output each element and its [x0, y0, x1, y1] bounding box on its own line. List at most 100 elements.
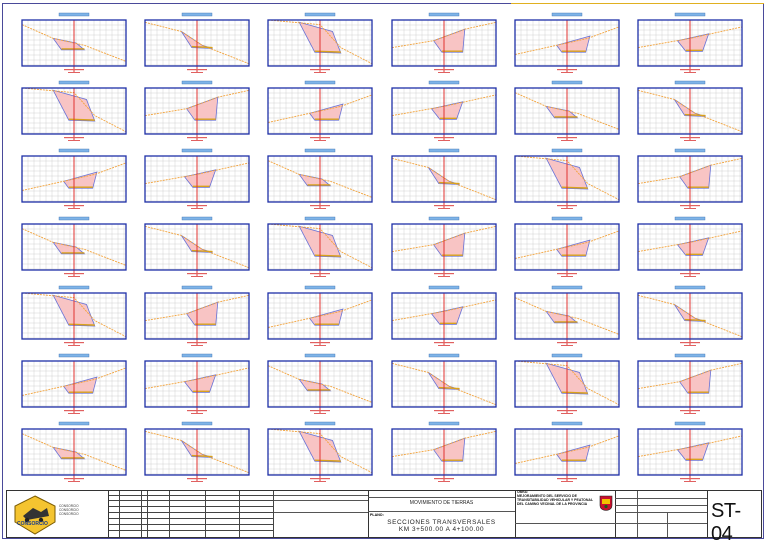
plano-title-line1: SECCIONES TRANSVERSALES	[387, 519, 496, 526]
cut-area	[308, 308, 344, 326]
section-frame	[391, 428, 497, 476]
section-label	[310, 69, 330, 71]
section-label	[64, 205, 84, 207]
terrain-line	[144, 225, 250, 269]
section-label	[68, 413, 80, 414]
terrain-line	[391, 362, 497, 406]
section-frame	[514, 360, 620, 408]
section-label	[680, 410, 700, 412]
cross-section-panel	[21, 216, 127, 277]
section-label	[64, 410, 84, 412]
section-label	[684, 413, 696, 414]
section-label	[680, 69, 700, 71]
cross-section-panel	[514, 216, 620, 277]
cut-area	[678, 369, 712, 394]
cross-section-panel	[391, 285, 497, 346]
section-frame	[267, 428, 373, 476]
divider	[515, 491, 516, 537]
pavement-line	[68, 323, 95, 326]
cut-area	[430, 101, 464, 120]
section-label	[68, 140, 80, 141]
cut-area	[430, 306, 464, 325]
section-label	[684, 276, 696, 277]
section-title-tag	[551, 80, 583, 85]
section-frame	[637, 87, 743, 135]
section-label	[64, 137, 84, 139]
section-label	[187, 273, 207, 275]
section-label	[561, 140, 573, 141]
pavement-line	[314, 50, 341, 53]
terrain-line	[267, 428, 373, 474]
section-label	[187, 478, 207, 480]
cross-section-panel	[637, 148, 743, 209]
cross-section-panel	[267, 80, 373, 141]
terrain-line	[144, 294, 250, 322]
terrain-line	[514, 155, 620, 201]
section-label	[680, 342, 700, 344]
terrain-line	[21, 228, 127, 266]
section-label	[557, 205, 577, 207]
terrain-line	[637, 362, 743, 390]
section-title-tag	[304, 421, 336, 426]
cross-section-panel	[144, 421, 250, 482]
section-label	[438, 208, 450, 209]
section-label	[187, 137, 207, 139]
section-frame	[144, 19, 250, 67]
section-title-tag	[181, 148, 213, 153]
section-frame	[391, 87, 497, 135]
cut-area	[308, 103, 344, 121]
terrain-line	[391, 21, 497, 49]
section-label	[64, 69, 84, 71]
terrain-line	[144, 89, 250, 117]
section-label	[561, 208, 573, 209]
section-frame	[144, 292, 250, 340]
section-label	[314, 140, 326, 141]
section-label	[314, 345, 326, 346]
section-label	[434, 205, 454, 207]
section-label	[68, 72, 80, 73]
section-title-tag	[304, 12, 336, 17]
section-label	[64, 342, 84, 344]
cut-area	[676, 442, 710, 461]
pavement-line	[438, 386, 460, 390]
section-title-tag	[58, 12, 90, 17]
section-title-tag	[551, 148, 583, 153]
cut-area	[62, 376, 98, 394]
section-label	[191, 276, 203, 277]
section-title-tag	[58, 216, 90, 221]
project-box	[274, 491, 368, 537]
cross-section-panel	[391, 353, 497, 414]
section-title-tag	[674, 421, 706, 426]
section-title-tag	[304, 216, 336, 221]
cross-section-panel	[144, 285, 250, 346]
terrain-line	[267, 223, 373, 269]
section-label	[680, 478, 700, 480]
section-label	[68, 481, 80, 482]
subject-title: MOVIMIENTO DE TIERRAS	[409, 500, 474, 506]
cross-section-panel	[267, 148, 373, 209]
section-frame	[637, 155, 743, 203]
section-title-tag	[428, 421, 460, 426]
section-label	[434, 410, 454, 412]
section-frame	[391, 292, 497, 340]
cut-area	[62, 171, 98, 189]
section-label	[314, 481, 326, 482]
pavement-line	[191, 454, 213, 458]
section-label	[684, 140, 696, 141]
section-frame	[144, 360, 250, 408]
cut-area	[432, 437, 466, 462]
cross-section-panel	[391, 148, 497, 209]
divider	[615, 491, 616, 537]
section-title-tag	[428, 216, 460, 221]
cross-section-panel	[637, 80, 743, 141]
terrain-line	[267, 299, 373, 328]
section-label	[557, 478, 577, 480]
terrain-line	[21, 87, 127, 133]
cross-section-panel	[391, 216, 497, 277]
section-frame	[267, 87, 373, 135]
section-label	[191, 413, 203, 414]
cut-area	[183, 169, 217, 188]
section-frame	[391, 19, 497, 67]
section-frame	[637, 223, 743, 271]
section-frame	[391, 223, 497, 271]
